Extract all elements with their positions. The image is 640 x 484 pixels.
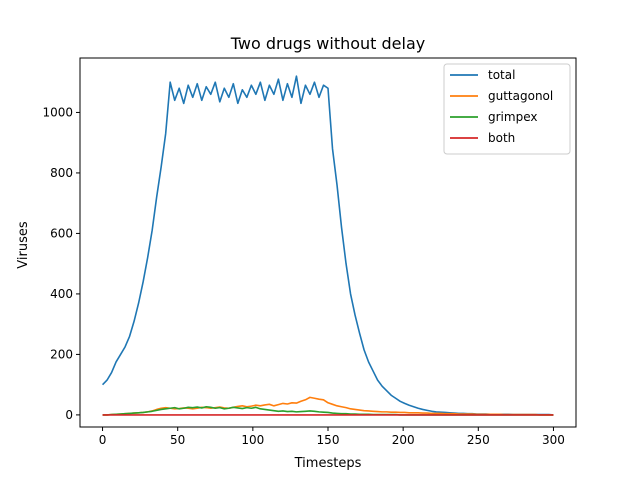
y-axis-ticks: 0 200 400 600 800 1000 — [42, 105, 80, 422]
y-tick-label: 0 — [65, 408, 73, 422]
series-layer — [101, 75, 554, 416]
legend-label-both: both — [488, 131, 515, 145]
x-axis-ticks: 0 50 100 150 200 250 300 — [99, 427, 565, 447]
y-tick-label: 1000 — [42, 105, 73, 119]
legend: total guttagonol grimpex both — [443, 63, 571, 155]
legend-box — [443, 63, 571, 155]
x-tick-label: 300 — [542, 433, 565, 447]
x-tick-label: 250 — [467, 433, 490, 447]
y-tick-label: 400 — [50, 287, 73, 301]
chart-title: Two drugs without delay — [230, 34, 426, 53]
legend-label-grimpex: grimpex — [488, 110, 537, 124]
y-tick-label: 200 — [50, 347, 73, 361]
x-tick-label: 150 — [317, 433, 340, 447]
legend-label-total: total — [488, 68, 515, 82]
y-tick-label: 600 — [50, 226, 73, 240]
x-tick-label: 100 — [241, 433, 264, 447]
x-tick-label: 200 — [392, 433, 415, 447]
y-axis-label: Viruses — [16, 221, 31, 269]
x-axis-label: Timesteps — [294, 456, 362, 471]
y-tick-label: 800 — [50, 166, 73, 180]
x-tick-label: 0 — [99, 433, 107, 447]
legend-label-guttagonol: guttagonol — [488, 89, 553, 103]
x-tick-label: 50 — [170, 433, 185, 447]
